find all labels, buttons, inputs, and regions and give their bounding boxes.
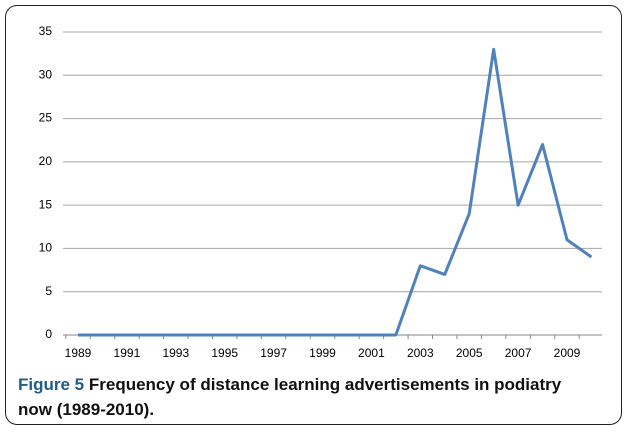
y-tick-label: 10 xyxy=(39,241,53,255)
x-tick-label: 1993 xyxy=(162,346,189,360)
x-tick-label: 2001 xyxy=(358,346,385,360)
x-tick-label: 2003 xyxy=(407,346,434,360)
x-tick-label: 1995 xyxy=(211,346,238,360)
x-tick-label: 1999 xyxy=(309,346,336,360)
x-tick-label: 1997 xyxy=(260,346,287,360)
caption: Figure 5 Frequency of distance learning … xyxy=(18,372,593,422)
y-tick-label: 5 xyxy=(45,284,52,298)
y-tick-label: 15 xyxy=(39,197,53,211)
caption-label: Figure 5 xyxy=(18,375,85,394)
x-tick-label: 1991 xyxy=(114,346,141,360)
y-tick-label: 0 xyxy=(45,327,52,341)
caption-text: Frequency of distance learning advertise… xyxy=(18,375,562,419)
y-tick-label: 35 xyxy=(39,24,53,38)
y-tick-label: 30 xyxy=(39,67,53,81)
frame xyxy=(5,5,622,425)
x-tick-label: 1989 xyxy=(65,346,92,360)
y-tick-label: 25 xyxy=(39,111,53,125)
chart: 0 5 10 15 20 25 30 35 1989 1991 1993 1995 1997 1999 20… xyxy=(39,24,602,360)
x-tick-label: 2009 xyxy=(554,346,581,360)
data-line xyxy=(78,47,593,337)
x-tick-label: 2007 xyxy=(505,346,532,360)
y-tick-label: 20 xyxy=(39,154,53,168)
x-tick-label: 2005 xyxy=(456,346,483,360)
